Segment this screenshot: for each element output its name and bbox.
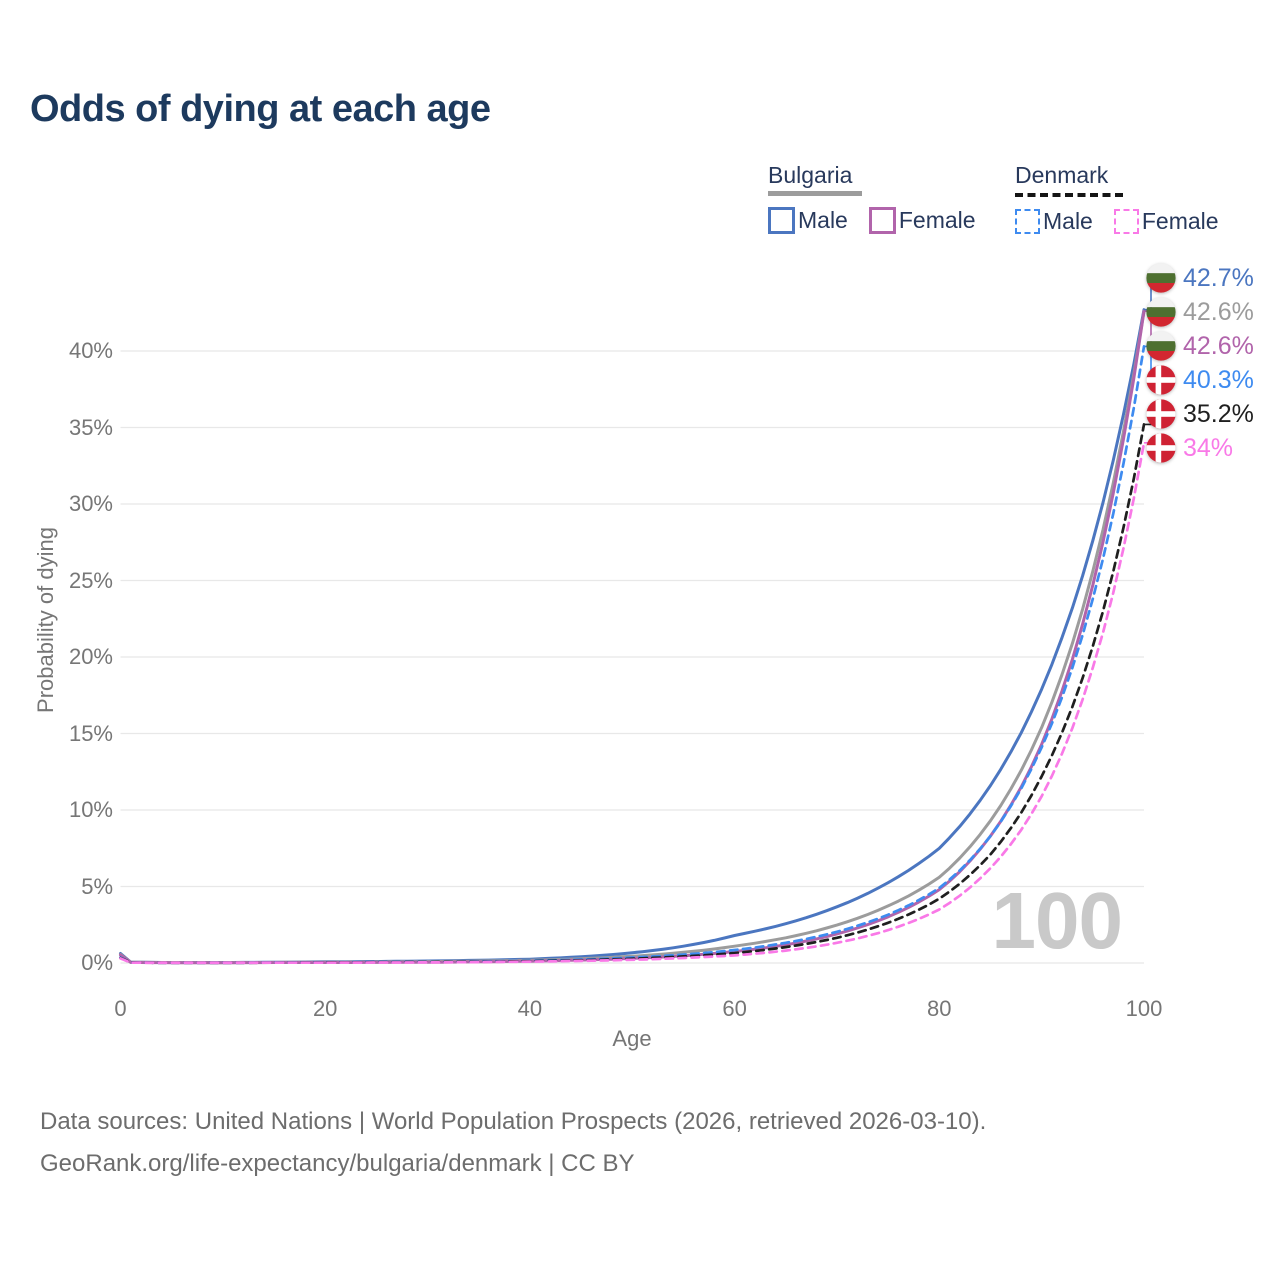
y-tick-label: 10% <box>68 797 113 822</box>
end-label-value: 35.2% <box>1183 400 1254 428</box>
bulgaria-flag-icon <box>1146 263 1176 293</box>
x-tick-label: 0 <box>114 996 127 1021</box>
y-tick-label: 25% <box>68 567 113 593</box>
legend-underline-bulgaria <box>768 191 862 196</box>
end-label-denmark-male: 40.3% <box>1146 364 1254 396</box>
y-tick-label: 20% <box>68 644 113 669</box>
x-tick-label: 80 <box>927 996 952 1021</box>
y-tick-label: 5% <box>81 873 113 899</box>
end-label-bulgaria-male: 42.7% <box>1146 262 1254 294</box>
denmark-flag-icon <box>1146 399 1176 429</box>
x-tick-label: 100 <box>1125 996 1163 1021</box>
end-label-bulgaria-total: 42.6% <box>1146 296 1254 328</box>
end-label-value: 42.6% <box>1183 298 1254 326</box>
legend-header-bulgaria[interactable]: Bulgaria <box>768 162 853 188</box>
bulgaria-flag-icon <box>1146 331 1176 361</box>
y-tick-label: 40% <box>68 338 113 363</box>
legend-item-denmark-female[interactable]: Female <box>1113 208 1219 235</box>
legend-item-denmark-male[interactable]: Male <box>1015 208 1093 235</box>
end-label-bulgaria-female: 42.6% <box>1146 330 1254 362</box>
y-tick-label: 30% <box>68 491 113 516</box>
denmark-male-swatch-icon[interactable] <box>1015 209 1040 234</box>
legend-underline-denmark <box>1015 193 1123 197</box>
legend-item-bulgaria-female[interactable]: Female <box>868 207 976 234</box>
legend-header-denmark[interactable]: Denmark <box>1015 162 1109 188</box>
y-tick-label: 15% <box>68 720 113 746</box>
end-label-value: 34% <box>1183 434 1234 462</box>
y-tick-label: 0% <box>81 950 113 975</box>
footer-attribution-line: GeoRank.org/life-expectancy/bulgaria/den… <box>40 1150 635 1177</box>
legend-item-label[interactable]: Male <box>1043 208 1093 234</box>
x-tick-label: 40 <box>517 996 543 1021</box>
bulgaria-female-swatch-icon[interactable] <box>868 207 896 234</box>
x-axis-title: Age <box>612 1026 652 1051</box>
age-counter-watermark: 100 <box>991 876 1123 965</box>
legend-item-label[interactable]: Female <box>1141 208 1219 234</box>
denmark-flag-icon <box>1146 365 1176 395</box>
bulgaria-flag-icon <box>1146 297 1176 327</box>
legend-item-label[interactable]: Male <box>798 207 848 233</box>
end-label-denmark-total: 35.2% <box>1146 398 1254 430</box>
end-label-value: 40.3% <box>1183 366 1254 394</box>
end-label-value: 42.7% <box>1183 264 1254 292</box>
end-label-value: 42.6% <box>1183 332 1254 360</box>
bulgaria-male-swatch-icon[interactable] <box>768 207 795 234</box>
legend-group-bulgaria: Bulgaria Male Female <box>768 162 976 234</box>
y-tick-label: 35% <box>68 414 113 440</box>
x-tick-label: 60 <box>722 996 747 1021</box>
legend-group-denmark: Denmark Male Female <box>1015 162 1219 235</box>
end-label-denmark-female: 34% <box>1146 432 1233 464</box>
denmark-female-swatch-icon[interactable] <box>1113 209 1139 234</box>
legend-item-label[interactable]: Female <box>898 207 976 233</box>
denmark-flag-icon <box>1146 433 1176 463</box>
footer-source-line: Data sources: United Nations | World Pop… <box>40 1108 987 1135</box>
x-tick-label: 20 <box>312 996 338 1021</box>
legend-item-bulgaria-male[interactable]: Male <box>768 207 848 234</box>
chart-title: Odds of dying at each age <box>30 88 491 130</box>
